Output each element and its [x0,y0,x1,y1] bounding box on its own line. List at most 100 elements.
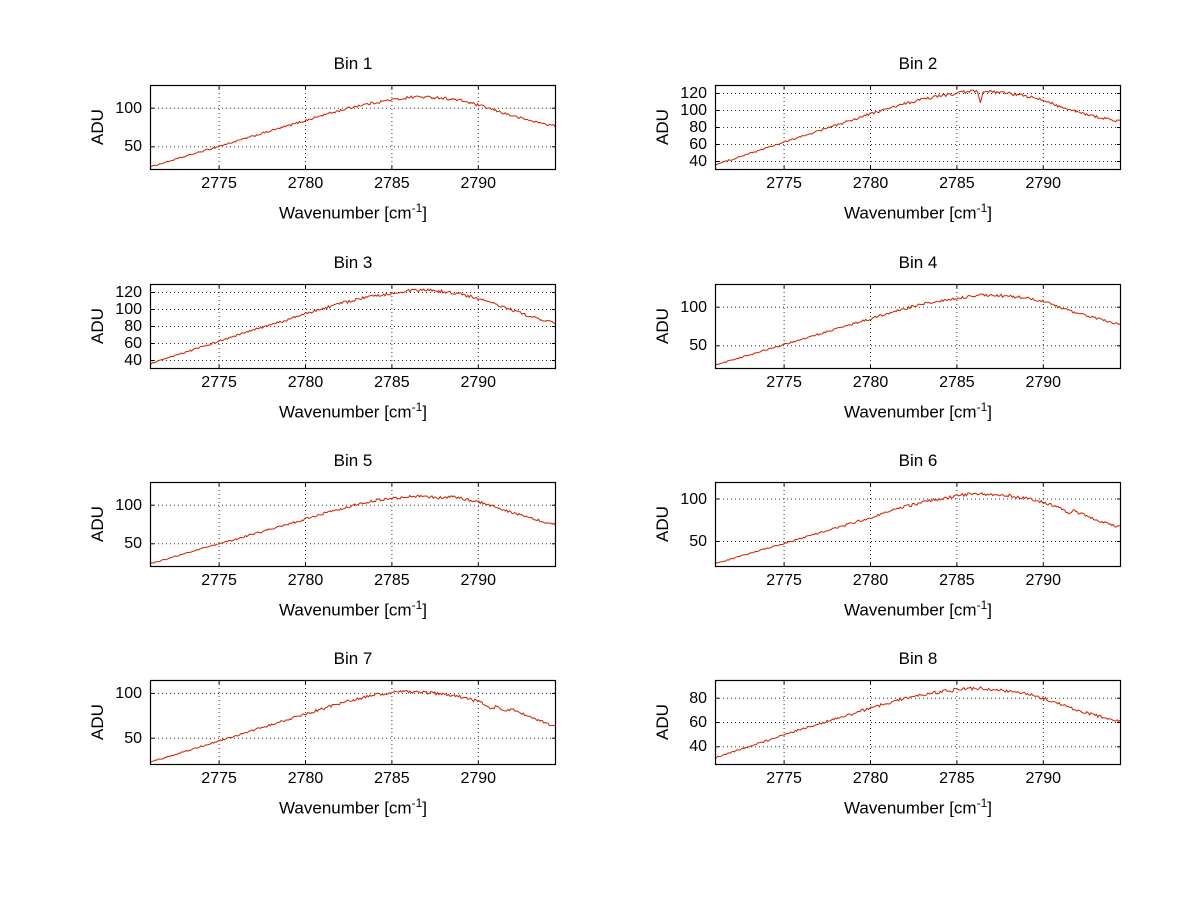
plot-title: Bin 2 [898,54,938,73]
x-tick-label: 2785 [939,572,975,589]
x-tick-label: 2785 [939,374,975,391]
x-axis-label-close: ] [987,402,992,422]
x-tick-label: 2775 [201,175,237,192]
y-tick-label: 40 [689,738,707,756]
y-tick-label: 80 [689,689,707,707]
x-tick-label: 2790 [460,572,497,589]
x-tick-label: 2790 [460,770,497,787]
y-tick-label: 100 [115,99,142,117]
x-axis-label-sup: -1 [411,598,423,612]
x-tick-label: 2785 [374,572,410,589]
x-tick-label: 2775 [766,770,802,787]
x-axis-label-text: Wavenumber [cm [844,203,977,223]
x-tick-label: 2790 [1025,374,1062,391]
x-tick-label: 2775 [766,374,802,391]
x-axis-label: Wavenumber [cm-1] [715,598,1121,621]
y-tick-label: 100 [680,490,707,508]
x-tick-label: 2785 [374,770,410,787]
x-tick-label: 2785 [374,374,410,391]
plot-area [714,84,1122,171]
x-tick-label: 2775 [201,770,237,787]
plot-area [149,679,557,766]
y-tick-label: 100 [680,102,707,119]
plot-area [714,481,1122,568]
y-tick-label: 60 [689,136,707,153]
x-tick-label: 2790 [1025,770,1062,787]
x-axis-label-close: ] [987,798,992,818]
subplot-bin-3: Bin 3 ADU Wavenumber [cm-1] 2775 2780 2785… [88,253,557,422]
y-tick-label: 120 [680,85,707,102]
y-tick-label: 50 [124,535,142,553]
y-tick-label: 100 [680,298,707,316]
x-axis-label: Wavenumber [cm-1] [715,201,1121,224]
x-axis-label-sup: -1 [411,796,423,810]
x-tick-label: 2790 [1025,572,1062,589]
x-tick-label: 2790 [460,374,497,391]
x-tick-label: 2780 [287,374,324,391]
y-tick-label: 80 [124,318,142,335]
x-tick-label: 2785 [939,175,975,192]
x-axis-label-sup: -1 [976,201,988,215]
x-axis-label-close: ] [422,798,427,818]
plot-area [149,283,557,370]
x-tick-label: 2780 [287,572,324,589]
x-axis-label: Wavenumber [cm-1] [150,598,556,621]
y-tick-label: 40 [689,153,707,170]
x-axis-label-sup: -1 [411,201,423,215]
y-tick-label: 100 [115,496,142,514]
y-tick-label: 50 [689,337,707,355]
x-axis-label-text: Wavenumber [cm [279,798,412,818]
x-axis-label-text: Wavenumber [cm [279,600,412,620]
x-axis-label-text: Wavenumber [cm [844,798,977,818]
plot-title: Bin 7 [333,649,373,668]
x-tick-label: 2790 [1025,175,1062,192]
subplot-bin-8: Bin 8 ADU Wavenumber [cm-1] 2775 2780 2785… [653,649,1122,818]
subplot-bin-5: Bin 5 ADU Wavenumber [cm-1] 2775 2780 2785… [88,451,557,620]
x-tick-label: 2780 [852,572,889,589]
x-tick-label: 2780 [287,770,324,787]
plot-area [149,84,557,171]
plot-area [714,283,1122,370]
y-tick-label: 60 [689,714,707,731]
x-axis-label: Wavenumber [cm-1] [150,796,556,819]
x-axis-label-text: Wavenumber [cm [279,203,412,223]
y-tick-label: 100 [115,301,142,318]
plot-title: Bin 6 [898,451,938,470]
plot-area [149,481,557,568]
plot-area [714,679,1122,766]
x-axis-label-close: ] [422,203,427,223]
plot-title: Bin 4 [898,253,938,272]
x-tick-label: 2780 [852,374,889,391]
x-tick-label: 2785 [374,175,410,192]
x-axis-label: Wavenumber [cm-1] [715,796,1121,819]
x-axis-label-text: Wavenumber [cm [844,402,977,422]
x-axis-label-sup: -1 [976,400,988,414]
y-tick-label: 60 [124,335,142,352]
y-tick-label: 50 [124,729,142,747]
x-tick-label: 2780 [287,175,324,192]
y-tick-label: 50 [689,533,707,550]
x-tick-label: 2775 [201,572,237,589]
subplot-bin-2: Bin 2 ADU Wavenumber [cm-1] 2775 2780 2785… [653,54,1122,223]
x-axis-label-close: ] [987,600,992,620]
x-axis-label: Wavenumber [cm-1] [715,400,1121,423]
y-tick-label: 40 [124,352,142,369]
subplot-bin-1: Bin 1 ADU Wavenumber [cm-1] 2775 2780 2785… [88,54,557,223]
x-axis-label-close: ] [422,402,427,422]
x-axis-label-text: Wavenumber [cm [279,402,412,422]
x-axis-label: Wavenumber [cm-1] [150,201,556,224]
plot-title: Bin 3 [333,253,373,272]
x-tick-label: 2780 [852,175,889,192]
x-tick-label: 2775 [766,572,802,589]
x-axis-label-sup: -1 [976,796,988,810]
plot-title: Bin 5 [333,451,373,470]
y-tick-label: 100 [115,684,142,702]
x-axis-label-sup: -1 [411,400,423,414]
x-tick-label: 2790 [460,175,497,192]
x-axis-label-close: ] [987,203,992,223]
subplot-bin-6: Bin 6 ADU Wavenumber [cm-1] 2775 2780 2785… [653,451,1122,620]
y-tick-label: 120 [115,284,142,301]
y-tick-label: 80 [689,119,707,136]
x-tick-label: 2785 [939,770,975,787]
plot-title: Bin 1 [333,54,373,73]
